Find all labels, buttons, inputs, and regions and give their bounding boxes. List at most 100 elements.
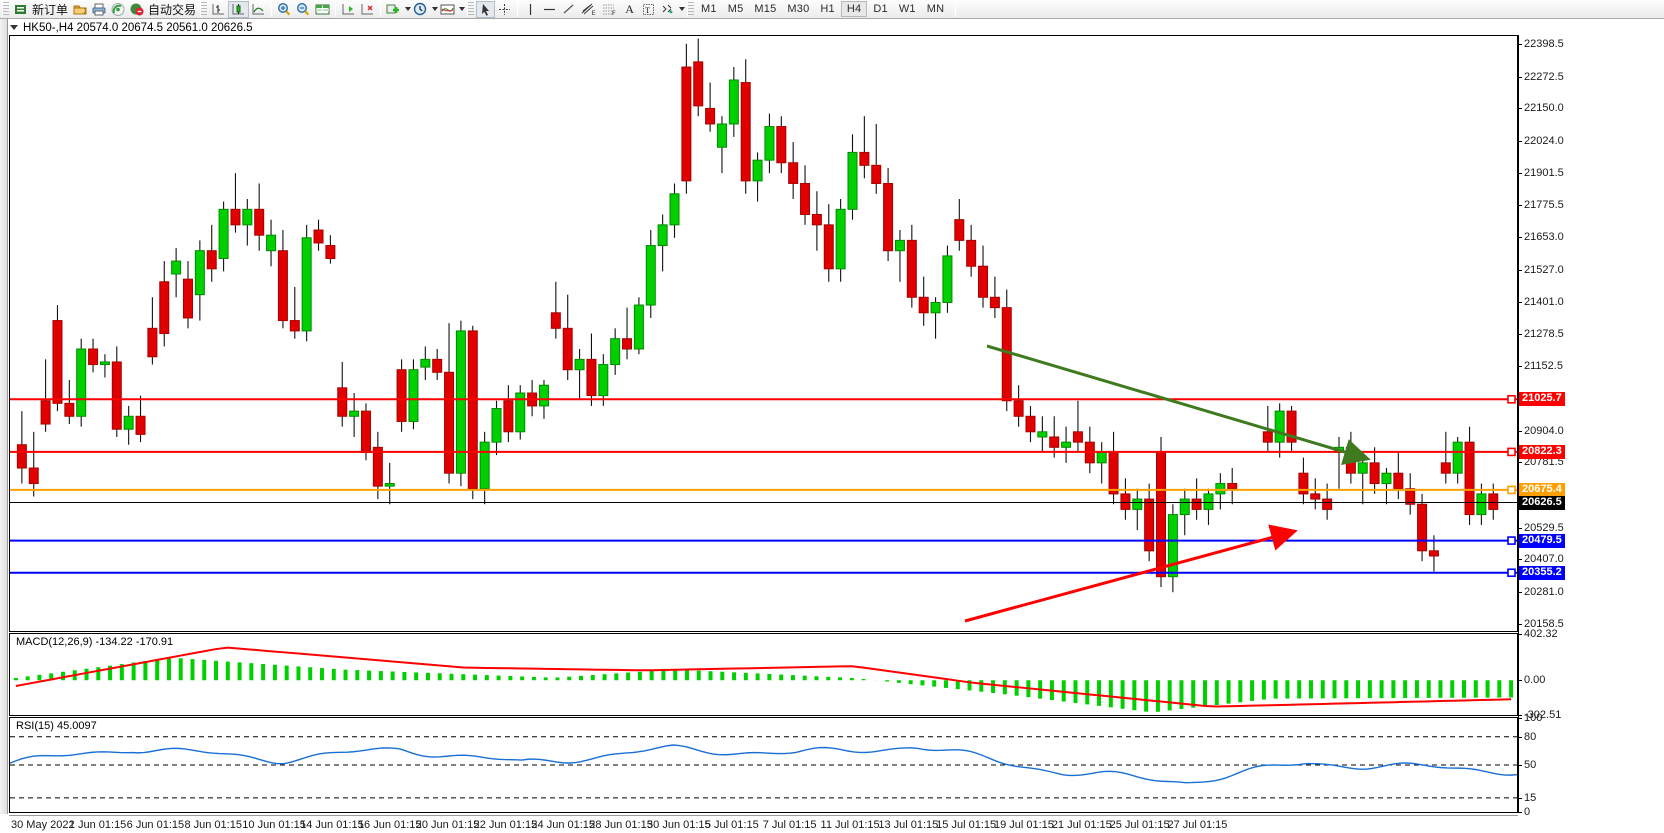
vertical-line-icon[interactable] xyxy=(521,1,540,18)
timeframe-d1[interactable]: D1 xyxy=(873,3,888,15)
candle-body xyxy=(1488,493,1499,510)
candle-body xyxy=(633,304,644,350)
candlestick-icon[interactable] xyxy=(228,0,250,18)
last-price-20626-tag[interactable]: 20626.5 xyxy=(1519,495,1565,510)
pivot-line-20675-tag[interactable]: 20675.4 xyxy=(1519,482,1565,497)
time-axis-label: 15 Jul 01:15 xyxy=(936,819,997,831)
candle-body xyxy=(503,400,514,433)
timeframe-m1[interactable]: M1 xyxy=(701,3,717,15)
price-tick xyxy=(1518,527,1522,529)
fibonacci-icon[interactable]: F xyxy=(599,1,620,18)
candle-body xyxy=(372,446,383,487)
support-line-20355-tag[interactable]: 20355.2 xyxy=(1519,565,1565,580)
price-tick xyxy=(1518,302,1522,304)
indicators-icon[interactable] xyxy=(384,1,403,18)
toolbar-grip-3[interactable] xyxy=(467,1,475,17)
candle-body xyxy=(1108,452,1119,495)
candle-body xyxy=(52,320,63,404)
time-axis[interactable]: 30 May 2022 1 Jun 01:15 6 Jun 01:15 8 Jun 0… xyxy=(9,815,1518,833)
candle-body xyxy=(1476,493,1487,516)
line-chart-icon[interactable] xyxy=(249,1,268,18)
templates-dropdown-caret[interactable] xyxy=(459,7,466,11)
horizontal-line-icon[interactable] xyxy=(540,1,559,18)
price-tick-label: 20529.5 xyxy=(1524,521,1564,534)
printer-icon[interactable] xyxy=(89,1,108,18)
support-line-20355-handle xyxy=(1507,568,1516,578)
price-axis-spine xyxy=(1518,35,1519,813)
timeframe-w1[interactable]: W1 xyxy=(898,3,916,15)
price-tick xyxy=(1518,430,1522,432)
toolbar-grip-4[interactable] xyxy=(687,1,695,17)
periods-dropdown-caret[interactable] xyxy=(432,7,439,11)
bar-chart-icon[interactable] xyxy=(209,1,228,18)
chart-shift-icon[interactable] xyxy=(339,1,358,18)
candle-body xyxy=(515,392,526,433)
timeframe-h4[interactable]: H4 xyxy=(840,1,868,17)
timeframe-m30[interactable]: M30 xyxy=(787,3,810,15)
candle-body xyxy=(705,107,716,125)
macd-pane[interactable]: MACD(12,26,9) -134.22 -170.91 xyxy=(9,633,1518,716)
toolbar-grip-2[interactable] xyxy=(200,1,208,17)
price-pane[interactable] xyxy=(9,35,1518,632)
text-label-icon[interactable]: T xyxy=(639,1,658,18)
new-order-icon[interactable] xyxy=(11,1,30,18)
candle-body xyxy=(396,369,407,422)
candle-body xyxy=(349,410,360,417)
data-window-icon[interactable] xyxy=(313,1,332,18)
time-axis-label: 30 Jun 01:15 xyxy=(647,819,711,831)
candle-body xyxy=(1215,483,1226,495)
time-axis-label: 14 Jun 01:15 xyxy=(300,819,364,831)
candle-body xyxy=(871,164,882,184)
price-tick xyxy=(1518,108,1522,110)
time-axis-label: 8 Jun 01:15 xyxy=(184,819,242,831)
candle-body xyxy=(1357,462,1368,474)
candle-body xyxy=(467,330,478,490)
price-tick xyxy=(1518,44,1522,46)
toolbar-grip[interactable] xyxy=(2,1,9,17)
timeframe-m15[interactable]: M15 xyxy=(754,3,777,15)
candle-body xyxy=(657,224,668,247)
cursor-icon[interactable] xyxy=(476,0,496,18)
zoom-out-icon[interactable] xyxy=(294,1,313,18)
trendline-icon[interactable] xyxy=(559,1,578,18)
shapes-dropdown-caret[interactable] xyxy=(679,7,686,11)
autotrading-label[interactable]: 自动交易 xyxy=(148,2,197,17)
text-icon[interactable]: A xyxy=(625,1,634,16)
indicators-dropdown-caret[interactable] xyxy=(405,7,412,11)
support-line-20479-tag[interactable]: 20479.5 xyxy=(1519,533,1565,548)
equidistant-channel-icon[interactable]: E xyxy=(578,1,599,18)
zoom-in-icon[interactable] xyxy=(275,1,294,18)
timeframe-mn[interactable]: MN xyxy=(926,3,945,15)
time-axis-label: 24 Jun 01:15 xyxy=(531,819,596,831)
price-axis[interactable]: 22398.5 22272.5 22150.0 22024.0 21901.5 21775… xyxy=(1518,35,1664,818)
chart-collapse-icon[interactable] xyxy=(10,25,18,31)
candle-body xyxy=(230,208,241,226)
candle-body xyxy=(28,467,39,485)
folder-icon[interactable] xyxy=(70,1,89,18)
resistance-line-21025-tag[interactable]: 21025.7 xyxy=(1519,392,1565,407)
candle-body xyxy=(1452,441,1463,474)
candle-body xyxy=(906,239,917,298)
timeframe-m5[interactable]: M5 xyxy=(727,3,744,15)
broadcast-icon[interactable] xyxy=(108,1,127,18)
autotrading-icon[interactable] xyxy=(127,1,146,18)
periods-icon[interactable] xyxy=(411,1,430,18)
candle-body xyxy=(301,237,312,332)
rsi-pane[interactable]: RSI(15) 45.0097 xyxy=(9,717,1518,813)
templates-icon[interactable] xyxy=(438,1,457,18)
candle-body xyxy=(776,126,787,164)
price-tick xyxy=(1518,269,1522,271)
candle-body xyxy=(728,79,739,125)
candle-body xyxy=(1072,431,1083,443)
candle-body xyxy=(99,361,110,366)
crosshair-icon[interactable] xyxy=(495,1,514,18)
candle-body xyxy=(1013,400,1024,417)
timeframe-h1[interactable]: H1 xyxy=(820,3,835,15)
svg-text:E: E xyxy=(592,11,596,17)
shapes-icon[interactable] xyxy=(658,1,677,18)
price-tick-label: 22398.5 xyxy=(1524,38,1564,51)
auto-scroll-icon[interactable] xyxy=(358,1,377,18)
resistance-line-20822-tag[interactable]: 20822.3 xyxy=(1519,444,1565,459)
candle-body xyxy=(1037,431,1048,438)
new-order-label[interactable]: 新订单 xyxy=(32,2,69,17)
